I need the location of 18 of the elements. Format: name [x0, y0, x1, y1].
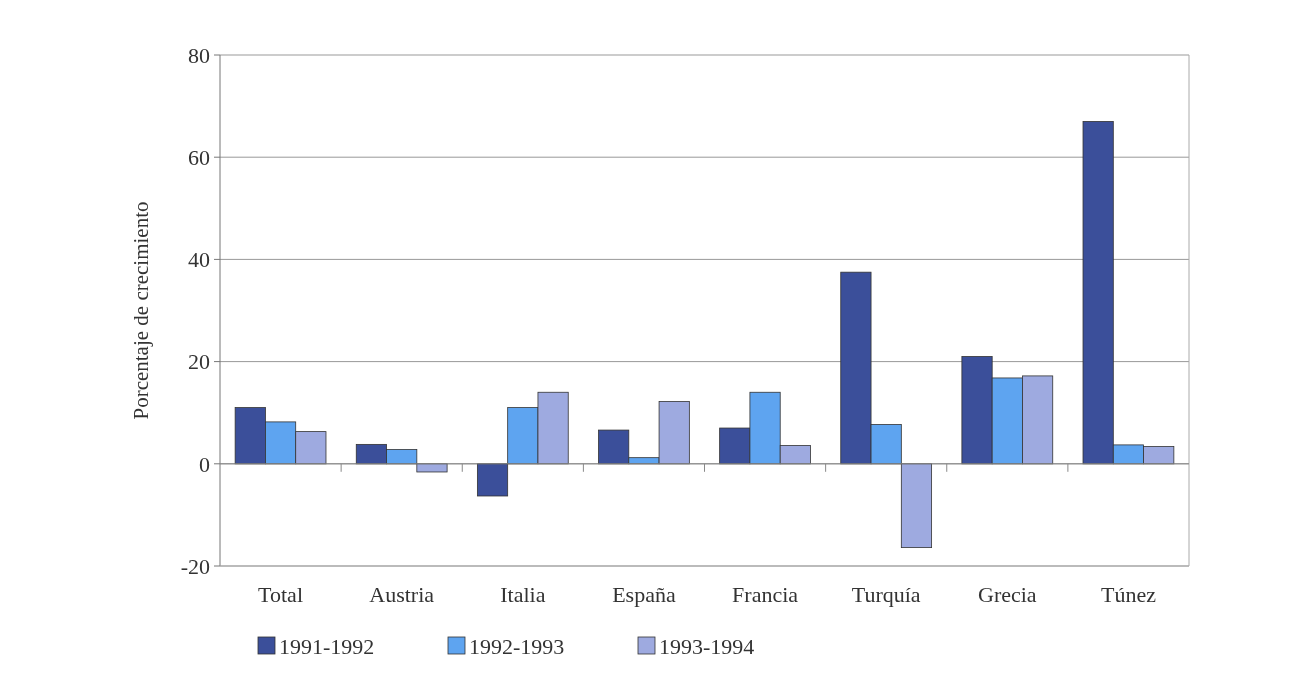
y-tick-label: 40: [188, 247, 210, 273]
y-tick-label: -20: [180, 553, 210, 579]
x-tick-label: España: [612, 582, 676, 607]
x-tick-label: Turquía: [851, 582, 921, 607]
x-tick-label: Túnez: [1100, 582, 1157, 607]
y-axis-title: Porcentaje de crecimiento: [129, 201, 153, 420]
x-tick-label: Grecia: [978, 582, 1037, 607]
y-tick-label: 80: [188, 42, 210, 68]
x-tick-label: Francia: [732, 582, 799, 607]
legend-label: 1993-1994: [659, 633, 755, 659]
y-tick-label: 0: [199, 451, 210, 477]
y-tick-label: 60: [188, 144, 210, 170]
x-tick-label: Austria: [369, 582, 435, 607]
x-tick-label: Total: [258, 582, 304, 607]
legend-label: 1991-1992: [279, 633, 375, 659]
x-tick-label: Italia: [500, 582, 546, 607]
legend-label: 1992-1993: [469, 633, 565, 659]
y-tick-label: 20: [188, 349, 210, 375]
